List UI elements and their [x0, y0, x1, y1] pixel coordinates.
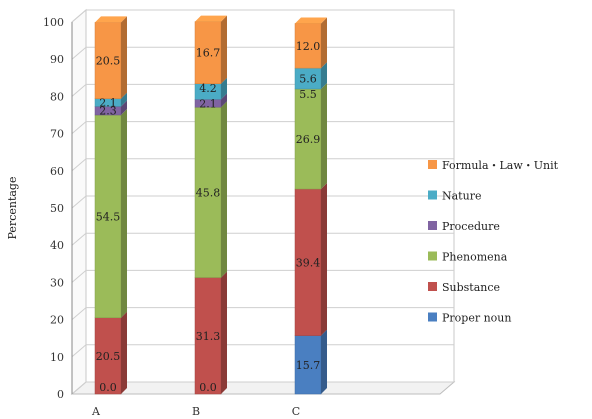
bar-side-face [121, 311, 127, 394]
data-label: 12.0 [296, 40, 321, 53]
bar-top-face [195, 15, 227, 22]
gridline-side [71, 232, 87, 246]
bar-side-face [121, 92, 127, 107]
legend-swatch [428, 160, 437, 169]
gridline-side [71, 9, 87, 23]
bar-segment [194, 21, 222, 85]
bar-side-face [121, 100, 127, 115]
legend-swatch [428, 190, 437, 200]
y-tick-label: 50 [50, 202, 64, 215]
plot-floor [70, 381, 456, 395]
data-label: 15.7 [296, 359, 321, 372]
y-tick-label: 10 [50, 351, 64, 364]
legend-label: Phenomena [442, 251, 508, 264]
bar-segment [294, 188, 322, 336]
x-tick-label: B [192, 405, 200, 418]
y-tick-label: 0 [57, 388, 64, 401]
data-label: 39.4 [296, 256, 321, 269]
data-label-extra: 5.5 [299, 88, 317, 101]
x-tick-label: C [292, 405, 300, 418]
gridline-side [71, 121, 87, 134]
data-label: 54.5 [96, 210, 121, 223]
data-label: 0.0 [199, 381, 217, 394]
bar-segment [194, 106, 222, 278]
bar-side-face [221, 93, 227, 108]
y-tick-label: 80 [50, 90, 64, 103]
bar-side-face [221, 77, 227, 100]
y-tick-label: 40 [50, 239, 64, 252]
bar-segment [294, 335, 322, 395]
gridline-side [71, 84, 87, 97]
bar-side-face [221, 15, 227, 84]
x-tick-label: A [91, 405, 101, 418]
bar-side-face [221, 101, 227, 278]
bar-segment [94, 317, 122, 395]
bar-side-face [121, 16, 127, 99]
legend-swatch [428, 312, 437, 322]
bar-side-face [321, 82, 327, 190]
legend-label: Proper noun [442, 312, 511, 325]
bar-side-face [321, 62, 327, 89]
gridline-side [71, 195, 87, 209]
data-label: 31.3 [196, 330, 221, 343]
data-label: 4.2 [199, 82, 217, 95]
y-tick-label: 90 [50, 53, 64, 66]
y-tick-label: 30 [50, 276, 64, 289]
y-tick-label: 20 [50, 314, 64, 327]
legend-label: Nature [442, 190, 481, 203]
data-label: 26.9 [296, 133, 321, 146]
legend-swatch [428, 282, 437, 291]
bar-segment [194, 277, 222, 395]
legend-swatch [428, 251, 437, 261]
data-label: 20.5 [96, 350, 121, 363]
gridline-side [71, 381, 87, 395]
y-tick-label: 100 [43, 16, 64, 29]
data-label: 2.1 [99, 97, 117, 110]
gridline-side [71, 158, 87, 172]
gridline-side [71, 46, 87, 60]
gridline-side [71, 270, 87, 283]
bar-top-face [295, 17, 327, 24]
bar-top-face [95, 16, 127, 23]
data-label: 0.0 [99, 381, 117, 394]
data-label: 20.5 [96, 55, 121, 68]
y-tick-label: 60 [50, 165, 64, 178]
legend-label: Substance [442, 281, 500, 294]
bar-side-face [321, 329, 327, 394]
bar-segment [294, 88, 322, 190]
data-label: 16.7 [196, 47, 221, 60]
gridline-side [71, 344, 87, 358]
y-axis-title: Percentage [6, 177, 19, 240]
bar-side-face [121, 109, 127, 318]
legend-label: Procedure [442, 220, 500, 233]
gridline-side [71, 307, 87, 320]
legend-label: Formula・Law・Unit [442, 159, 559, 172]
y-tick-label: 70 [50, 128, 64, 141]
bar-side-face [321, 17, 327, 69]
data-label: 2.3 [99, 104, 117, 117]
data-label: 5.6 [299, 73, 317, 86]
data-label: 2.1 [199, 97, 217, 110]
bar-side-face [221, 271, 227, 394]
data-label: 45.8 [196, 186, 221, 199]
legend-swatch [428, 221, 437, 230]
bar-side-face [321, 183, 327, 336]
